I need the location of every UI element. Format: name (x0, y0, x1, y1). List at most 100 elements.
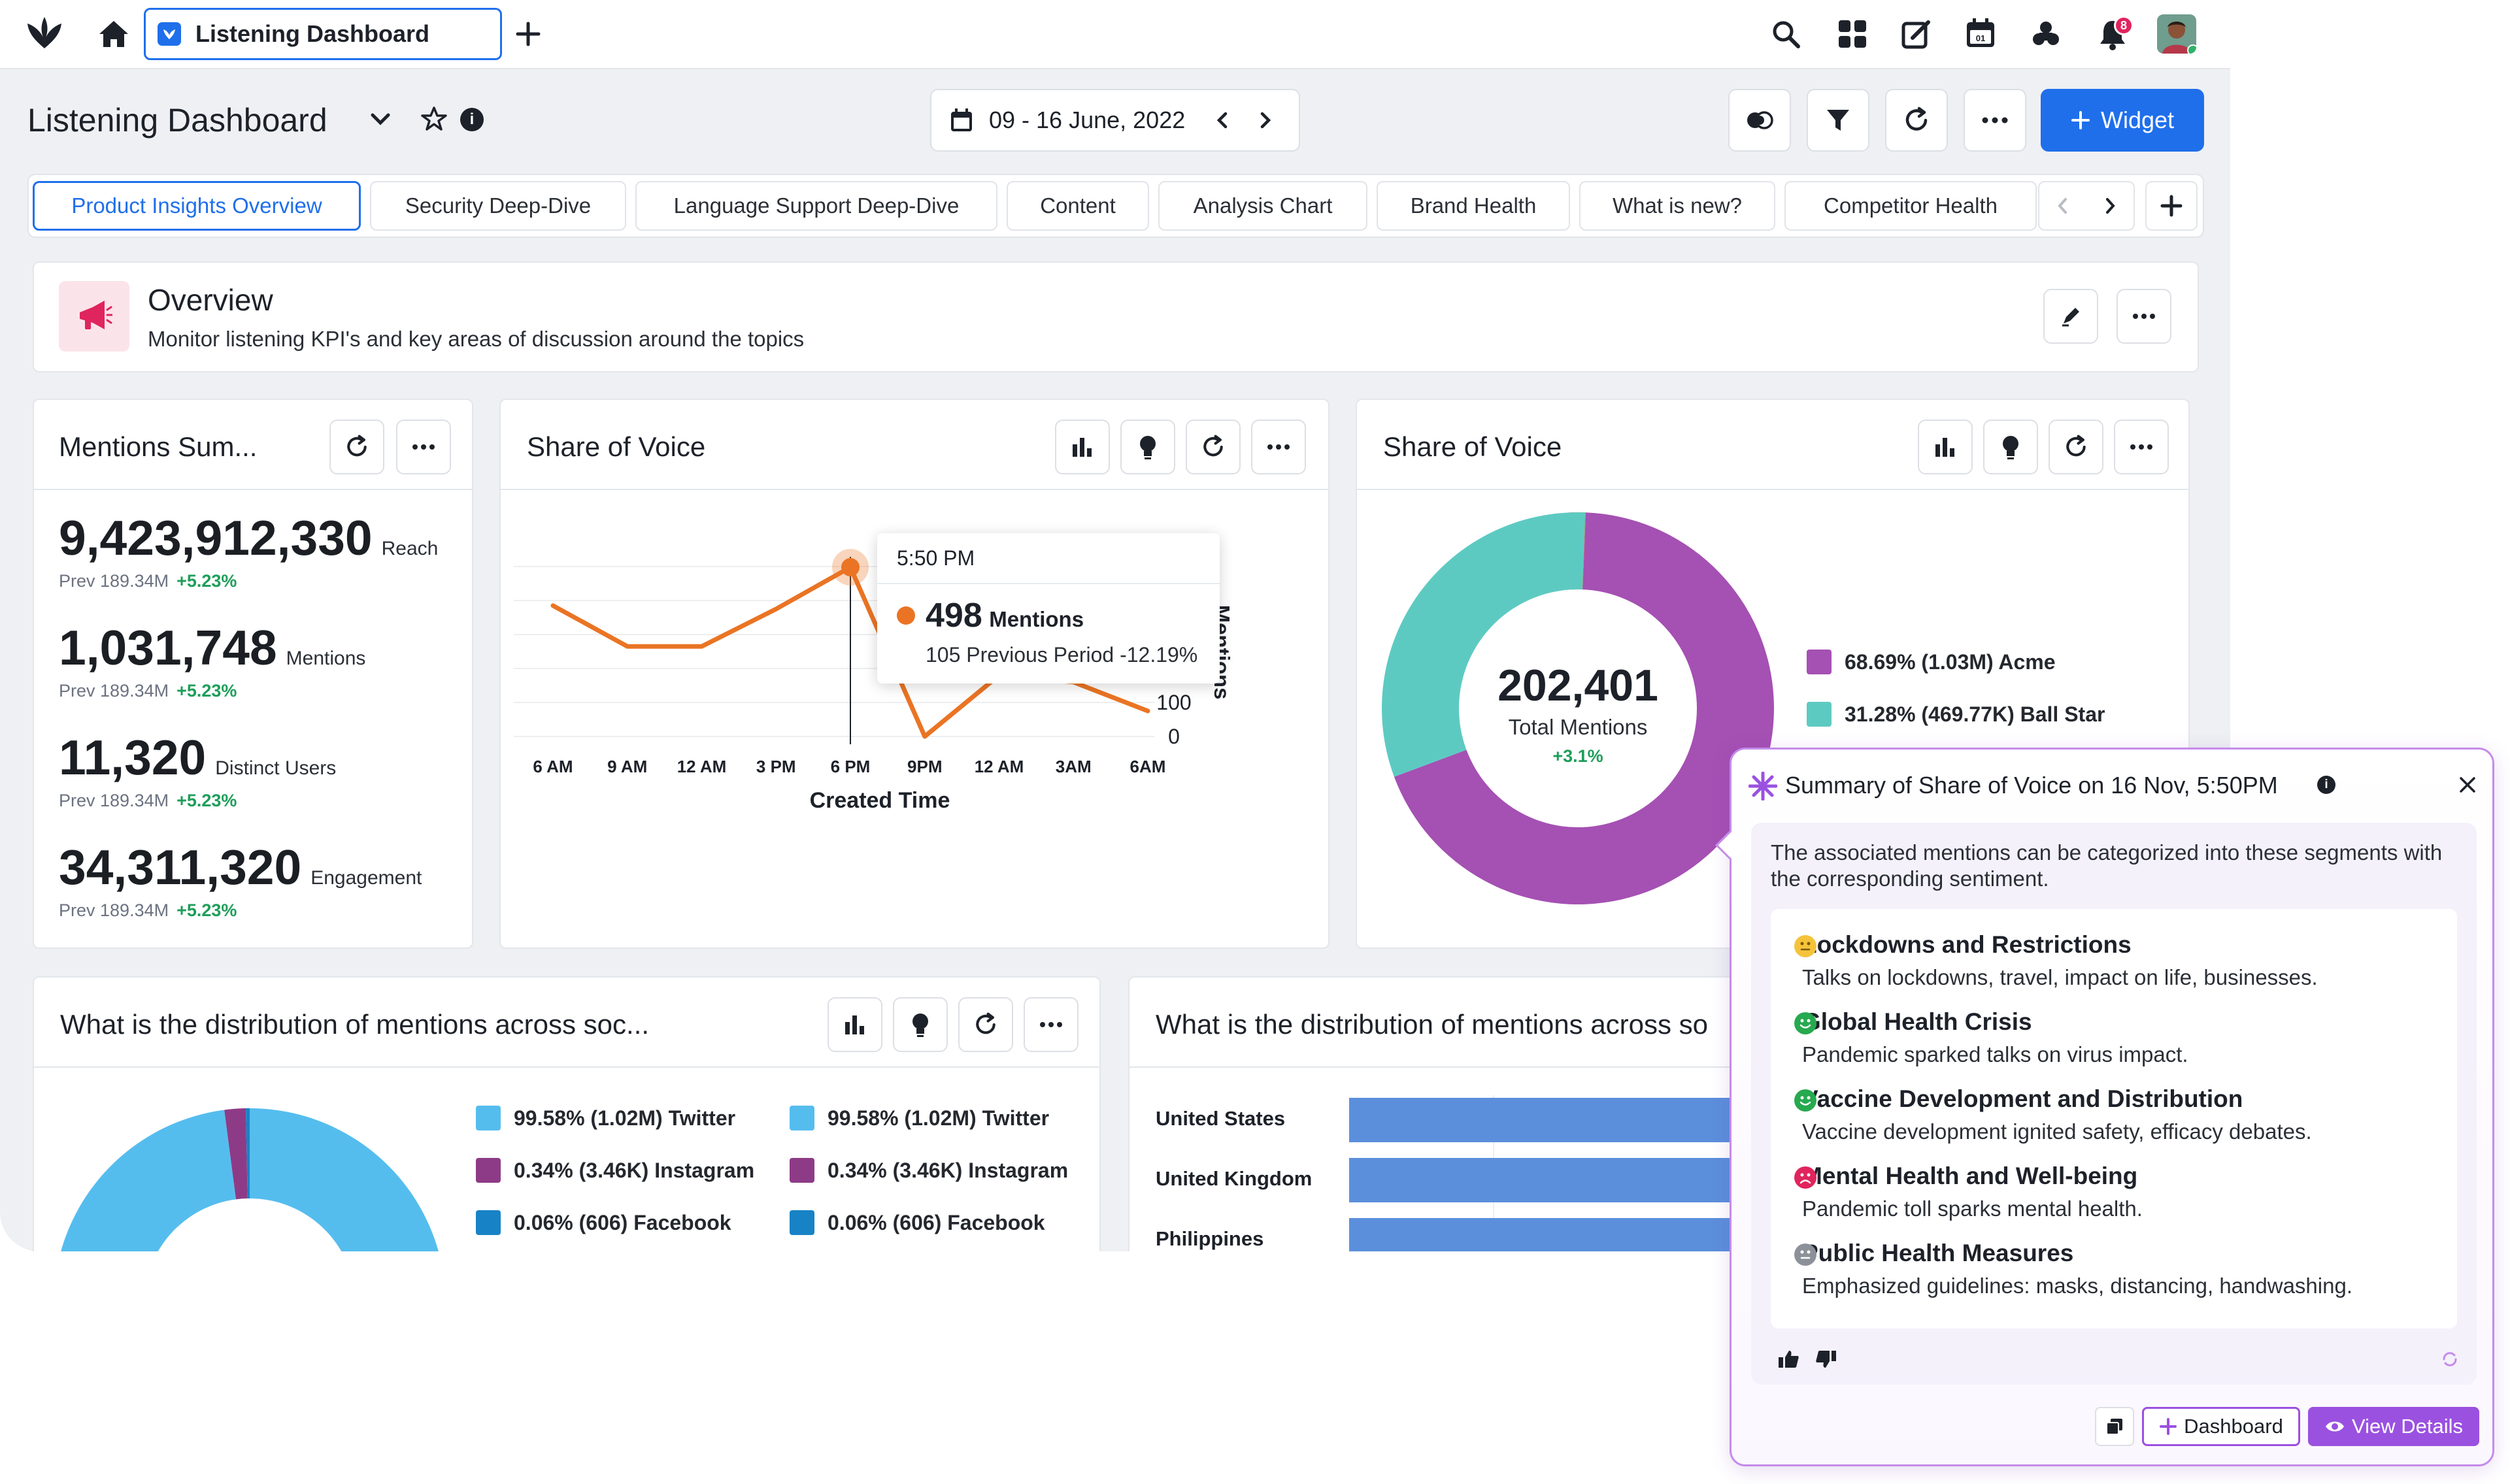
dist-more-button[interactable] (1024, 997, 1079, 1052)
refresh-icon (1203, 435, 1223, 457)
kpi-value: 9,423,912,330 (59, 510, 373, 565)
tab-competitor-health[interactable]: Competitor Health (1784, 181, 2037, 231)
refresh-icon (2066, 435, 2086, 457)
sov-donut-divider (1357, 489, 2188, 490)
tab-product-insights[interactable]: Product Insights Overview (33, 181, 361, 231)
dist-legend-item[interactable]: 0.34% (3.46K) Instagram (476, 1158, 754, 1210)
mentions-refresh-button[interactable] (329, 420, 384, 474)
dist-legend-item[interactable]: 99.58% (1.02M) Twitter (790, 1106, 1068, 1158)
compare-toggle-button[interactable] (1728, 89, 1791, 152)
plus-icon (2071, 111, 2090, 129)
add-widget-button[interactable]: Widget (2041, 89, 2204, 152)
donut-slice (1382, 512, 1586, 777)
overview-more-button[interactable] (2117, 289, 2171, 344)
sov-donut-chart-type-button[interactable] (1918, 420, 1973, 474)
sov-donut-refresh-button[interactable] (2049, 420, 2103, 474)
distribution-bar-title: What is the distribution of mentions acr… (1156, 1009, 1709, 1040)
tabs-scroll-right-icon[interactable] (2101, 196, 2118, 216)
tooltip-value: 498 (926, 597, 982, 635)
dist-legend-item[interactable]: 99.58% (1.02M) Twitter (476, 1106, 754, 1158)
summary-info-icon[interactable]: i (2317, 776, 2335, 794)
tabs-scroll-left-icon[interactable] (2054, 196, 2071, 216)
kpi-value: 11,320 (59, 730, 207, 785)
add-tab-button[interactable] (2145, 181, 2198, 231)
date-prev-icon[interactable] (1214, 110, 1232, 131)
segment-desc: Emphasized guidelines: masks, distancing… (1802, 1274, 2352, 1298)
sov-line-divider (501, 489, 1328, 490)
kpi-value: 34,311,320 (59, 840, 302, 895)
bar-chart-icon (1073, 438, 1092, 457)
notification-bell-icon[interactable]: 8 (2097, 16, 2136, 52)
tab-language-support[interactable]: Language Support Deep-Dive (635, 181, 997, 231)
sov-line-refresh-button[interactable] (1186, 420, 1241, 474)
copy-button[interactable] (2095, 1407, 2134, 1446)
calendar-icon[interactable]: 01 (1965, 17, 1996, 50)
user-avatar[interactable] (2157, 14, 2196, 54)
summary-title: Summary of Share of Voice on 16 Nov, 5:5… (1785, 772, 2278, 799)
search-icon[interactable] (1770, 18, 1801, 50)
legend-swatch (476, 1210, 501, 1235)
bar-chart-icon (845, 1015, 864, 1034)
kpi-reach: 9,423,912,330 Reach Prev 189.34M +5.23% (59, 510, 438, 591)
sov-legend-item-acme[interactable]: 68.69% (1.03M) Acme (1807, 650, 2056, 674)
title-chevron-down-icon[interactable] (369, 110, 392, 128)
dist-legend-item[interactable]: 0.06% (606) Facebook (476, 1210, 754, 1251)
thumbs-down-icon[interactable] (1815, 1349, 1837, 1369)
dist-insights-button[interactable] (893, 997, 948, 1052)
regenerate-icon[interactable] (2440, 1349, 2460, 1369)
dashboard-tab[interactable]: Listening Dashboard (144, 8, 502, 60)
kpi-change: +5.23% (176, 900, 237, 920)
date-next-icon[interactable] (1256, 110, 1274, 131)
thumbs-up-icon[interactable] (1777, 1349, 1799, 1369)
calendar-small-icon (950, 108, 973, 133)
dist-refresh-button[interactable] (958, 997, 1013, 1052)
edit-overview-button[interactable] (2043, 289, 2098, 344)
apps-grid-icon[interactable] (1837, 18, 1868, 50)
dist-legend-item[interactable]: 0.34% (3.46K) Instagram (790, 1158, 1068, 1210)
refresh-button[interactable] (1885, 89, 1948, 152)
compose-icon[interactable] (1901, 18, 1932, 50)
donut-total: 202,401 (1498, 661, 1658, 710)
tab-security-deep-dive[interactable]: Security Deep-Dive (370, 181, 626, 231)
tab-what-is-new[interactable]: What is new? (1579, 181, 1775, 231)
more-options-button[interactable] (1964, 89, 2026, 152)
close-icon[interactable] (2457, 774, 2478, 795)
positive-face-icon (1794, 1012, 1816, 1034)
mentions-more-button[interactable] (396, 420, 451, 474)
tab-brand-health[interactable]: Brand Health (1377, 181, 1570, 231)
view-details-button[interactable]: View Details (2308, 1407, 2479, 1446)
compare-toggle-icon (1747, 111, 1773, 129)
app-logo-icon[interactable] (24, 14, 65, 54)
add-tab-icon[interactable] (514, 20, 543, 48)
segment-item: Mental Health and Well-being Pandemic to… (1802, 1162, 2143, 1221)
home-icon[interactable] (98, 20, 129, 48)
date-range-picker[interactable]: 09 - 16 June, 2022 (930, 89, 1300, 152)
summary-intro: The associated mentions can be categoriz… (1771, 840, 2443, 891)
lightbulb-icon (1140, 436, 1156, 459)
sov-donut-insights-button[interactable] (1983, 420, 2038, 474)
sov-line-insights-button[interactable] (1120, 420, 1175, 474)
puzzle-icon[interactable] (2030, 18, 2062, 50)
legend-swatch (476, 1158, 501, 1183)
dist-chart-type-button[interactable] (828, 997, 882, 1052)
favorite-star-icon[interactable] (421, 106, 447, 132)
kpi-prev: Prev 189.34M (59, 900, 169, 920)
add-to-dashboard-button[interactable]: Dashboard (2142, 1407, 2300, 1446)
kpi-value: 1,031,748 (59, 620, 277, 675)
mentions-summary-card: Mentions Sum... 9,423,912,330 Reach Prev … (33, 399, 473, 949)
dist-legend-item[interactable]: 0.06% (606) Facebook (790, 1210, 1068, 1251)
sov-legend-item-ballstar[interactable]: 31.28% (469.77K) Ball Star (1807, 702, 2105, 727)
segment-title: Vaccine Development and Distribution (1802, 1085, 2243, 1112)
info-icon[interactable]: i (460, 108, 484, 131)
sov-donut-more-button[interactable] (2114, 420, 2169, 474)
tab-analysis-chart[interactable]: Analysis Chart (1158, 181, 1367, 231)
filter-button[interactable] (1807, 89, 1869, 152)
y-tick-label: 0 (1168, 725, 1180, 748)
neutral-face-icon (1794, 935, 1816, 957)
sov-line-more-button[interactable] (1251, 420, 1306, 474)
x-tick-label: 3 PM (756, 757, 796, 776)
sov-line-chart-type-button[interactable] (1055, 420, 1110, 474)
segment-title: Mental Health and Well-being (1802, 1162, 2138, 1189)
segment-title: Lockdowns and Restrictions (1802, 931, 2132, 958)
tab-content[interactable]: Content (1007, 181, 1149, 231)
